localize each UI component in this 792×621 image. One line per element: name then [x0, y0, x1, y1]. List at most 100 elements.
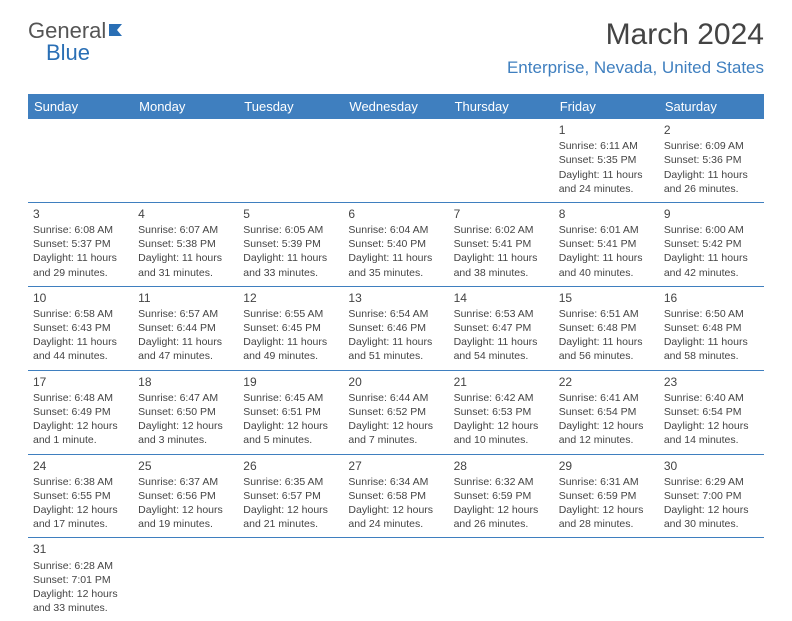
calendar-header-row: SundayMondayTuesdayWednesdayThursdayFrid… — [28, 94, 764, 119]
day-number: 19 — [243, 374, 338, 390]
sunset-text: Sunset: 5:40 PM — [348, 237, 443, 251]
sunrise-text: Sunrise: 6:29 AM — [664, 475, 759, 489]
calendar-body: 1Sunrise: 6:11 AMSunset: 5:35 PMDaylight… — [28, 119, 764, 621]
day-number: 7 — [454, 206, 549, 222]
sunrise-text: Sunrise: 6:07 AM — [138, 223, 233, 237]
calendar-day-cell: 6Sunrise: 6:04 AMSunset: 5:40 PMDaylight… — [343, 202, 448, 286]
calendar-day-cell: 1Sunrise: 6:11 AMSunset: 5:35 PMDaylight… — [554, 119, 659, 202]
daylight-text: Daylight: 11 hours and 24 minutes. — [559, 168, 654, 196]
day-header: Sunday — [28, 94, 133, 119]
sunset-text: Sunset: 5:39 PM — [243, 237, 338, 251]
calendar-day-cell — [343, 119, 448, 202]
calendar-day-cell: 10Sunrise: 6:58 AMSunset: 6:43 PMDayligh… — [28, 286, 133, 370]
sunset-text: Sunset: 6:45 PM — [243, 321, 338, 335]
day-number: 6 — [348, 206, 443, 222]
logo-text-blue: Blue — [46, 40, 90, 65]
calendar-day-cell: 17Sunrise: 6:48 AMSunset: 6:49 PMDayligh… — [28, 370, 133, 454]
logo-flag-icon — [108, 18, 130, 44]
daylight-text: Daylight: 11 hours and 44 minutes. — [33, 335, 128, 363]
sunrise-text: Sunrise: 6:45 AM — [243, 391, 338, 405]
calendar-week-row: 10Sunrise: 6:58 AMSunset: 6:43 PMDayligh… — [28, 286, 764, 370]
sunrise-text: Sunrise: 6:02 AM — [454, 223, 549, 237]
sunset-text: Sunset: 6:48 PM — [559, 321, 654, 335]
daylight-text: Daylight: 11 hours and 51 minutes. — [348, 335, 443, 363]
logo-blue-wrap: Blue — [46, 40, 90, 66]
sunrise-text: Sunrise: 6:32 AM — [454, 475, 549, 489]
calendar-day-cell — [28, 119, 133, 202]
day-header: Friday — [554, 94, 659, 119]
daylight-text: Daylight: 11 hours and 49 minutes. — [243, 335, 338, 363]
calendar-day-cell: 12Sunrise: 6:55 AMSunset: 6:45 PMDayligh… — [238, 286, 343, 370]
daylight-text: Daylight: 12 hours and 17 minutes. — [33, 503, 128, 531]
sunset-text: Sunset: 7:01 PM — [33, 573, 128, 587]
calendar-day-cell: 21Sunrise: 6:42 AMSunset: 6:53 PMDayligh… — [449, 370, 554, 454]
daylight-text: Daylight: 12 hours and 7 minutes. — [348, 419, 443, 447]
calendar-week-row: 1Sunrise: 6:11 AMSunset: 5:35 PMDaylight… — [28, 119, 764, 202]
daylight-text: Daylight: 12 hours and 14 minutes. — [664, 419, 759, 447]
calendar-day-cell: 7Sunrise: 6:02 AMSunset: 5:41 PMDaylight… — [449, 202, 554, 286]
sunset-text: Sunset: 6:56 PM — [138, 489, 233, 503]
sunset-text: Sunset: 6:54 PM — [559, 405, 654, 419]
calendar-day-cell: 2Sunrise: 6:09 AMSunset: 5:36 PMDaylight… — [659, 119, 764, 202]
day-number: 30 — [664, 458, 759, 474]
day-header: Tuesday — [238, 94, 343, 119]
calendar-table: SundayMondayTuesdayWednesdayThursdayFrid… — [28, 94, 764, 621]
daylight-text: Daylight: 12 hours and 28 minutes. — [559, 503, 654, 531]
daylight-text: Daylight: 12 hours and 21 minutes. — [243, 503, 338, 531]
calendar-day-cell: 19Sunrise: 6:45 AMSunset: 6:51 PMDayligh… — [238, 370, 343, 454]
title-block: March 2024 Enterprise, Nevada, United St… — [507, 18, 764, 78]
calendar-day-cell — [133, 119, 238, 202]
calendar-day-cell: 3Sunrise: 6:08 AMSunset: 5:37 PMDaylight… — [28, 202, 133, 286]
calendar-day-cell: 4Sunrise: 6:07 AMSunset: 5:38 PMDaylight… — [133, 202, 238, 286]
sunrise-text: Sunrise: 6:48 AM — [33, 391, 128, 405]
calendar-day-cell — [659, 538, 764, 621]
day-number: 5 — [243, 206, 338, 222]
sunset-text: Sunset: 6:46 PM — [348, 321, 443, 335]
location-subtitle: Enterprise, Nevada, United States — [507, 58, 764, 78]
daylight-text: Daylight: 12 hours and 33 minutes. — [33, 587, 128, 615]
calendar-day-cell: 30Sunrise: 6:29 AMSunset: 7:00 PMDayligh… — [659, 454, 764, 538]
calendar-day-cell: 8Sunrise: 6:01 AMSunset: 5:41 PMDaylight… — [554, 202, 659, 286]
calendar-day-cell: 9Sunrise: 6:00 AMSunset: 5:42 PMDaylight… — [659, 202, 764, 286]
calendar-day-cell: 23Sunrise: 6:40 AMSunset: 6:54 PMDayligh… — [659, 370, 764, 454]
sunrise-text: Sunrise: 6:55 AM — [243, 307, 338, 321]
day-header: Thursday — [449, 94, 554, 119]
calendar-day-cell: 24Sunrise: 6:38 AMSunset: 6:55 PMDayligh… — [28, 454, 133, 538]
sunset-text: Sunset: 6:57 PM — [243, 489, 338, 503]
sunrise-text: Sunrise: 6:11 AM — [559, 139, 654, 153]
sunset-text: Sunset: 6:58 PM — [348, 489, 443, 503]
sunset-text: Sunset: 7:00 PM — [664, 489, 759, 503]
day-number: 17 — [33, 374, 128, 390]
sunrise-text: Sunrise: 6:37 AM — [138, 475, 233, 489]
daylight-text: Daylight: 12 hours and 30 minutes. — [664, 503, 759, 531]
day-header: Saturday — [659, 94, 764, 119]
sunrise-text: Sunrise: 6:41 AM — [559, 391, 654, 405]
calendar-day-cell: 28Sunrise: 6:32 AMSunset: 6:59 PMDayligh… — [449, 454, 554, 538]
sunset-text: Sunset: 6:59 PM — [454, 489, 549, 503]
daylight-text: Daylight: 11 hours and 26 minutes. — [664, 168, 759, 196]
daylight-text: Daylight: 12 hours and 12 minutes. — [559, 419, 654, 447]
calendar-day-cell: 25Sunrise: 6:37 AMSunset: 6:56 PMDayligh… — [133, 454, 238, 538]
daylight-text: Daylight: 12 hours and 19 minutes. — [138, 503, 233, 531]
page-title: March 2024 — [507, 18, 764, 52]
day-header: Monday — [133, 94, 238, 119]
calendar-day-cell — [449, 119, 554, 202]
day-number: 26 — [243, 458, 338, 474]
calendar-day-cell: 16Sunrise: 6:50 AMSunset: 6:48 PMDayligh… — [659, 286, 764, 370]
day-number: 11 — [138, 290, 233, 306]
daylight-text: Daylight: 11 hours and 33 minutes. — [243, 251, 338, 279]
sunset-text: Sunset: 6:59 PM — [559, 489, 654, 503]
daylight-text: Daylight: 12 hours and 24 minutes. — [348, 503, 443, 531]
sunset-text: Sunset: 5:41 PM — [454, 237, 549, 251]
sunset-text: Sunset: 5:36 PM — [664, 153, 759, 167]
sunrise-text: Sunrise: 6:58 AM — [33, 307, 128, 321]
day-number: 24 — [33, 458, 128, 474]
sunset-text: Sunset: 6:52 PM — [348, 405, 443, 419]
day-number: 28 — [454, 458, 549, 474]
sunrise-text: Sunrise: 6:44 AM — [348, 391, 443, 405]
sunrise-text: Sunrise: 6:53 AM — [454, 307, 549, 321]
day-number: 16 — [664, 290, 759, 306]
calendar-day-cell: 31Sunrise: 6:28 AMSunset: 7:01 PMDayligh… — [28, 538, 133, 621]
sunset-text: Sunset: 5:35 PM — [559, 153, 654, 167]
sunset-text: Sunset: 6:43 PM — [33, 321, 128, 335]
